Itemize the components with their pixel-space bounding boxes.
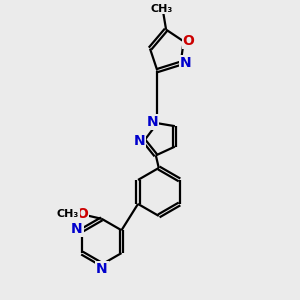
Text: O: O	[76, 207, 88, 221]
Text: O: O	[183, 34, 194, 48]
Text: N: N	[96, 262, 108, 276]
Text: N: N	[134, 134, 145, 148]
Text: N: N	[71, 222, 82, 236]
Text: N: N	[180, 56, 191, 70]
Text: N: N	[146, 115, 158, 129]
Text: CH₃: CH₃	[151, 4, 173, 14]
Text: CH₃: CH₃	[56, 209, 79, 220]
